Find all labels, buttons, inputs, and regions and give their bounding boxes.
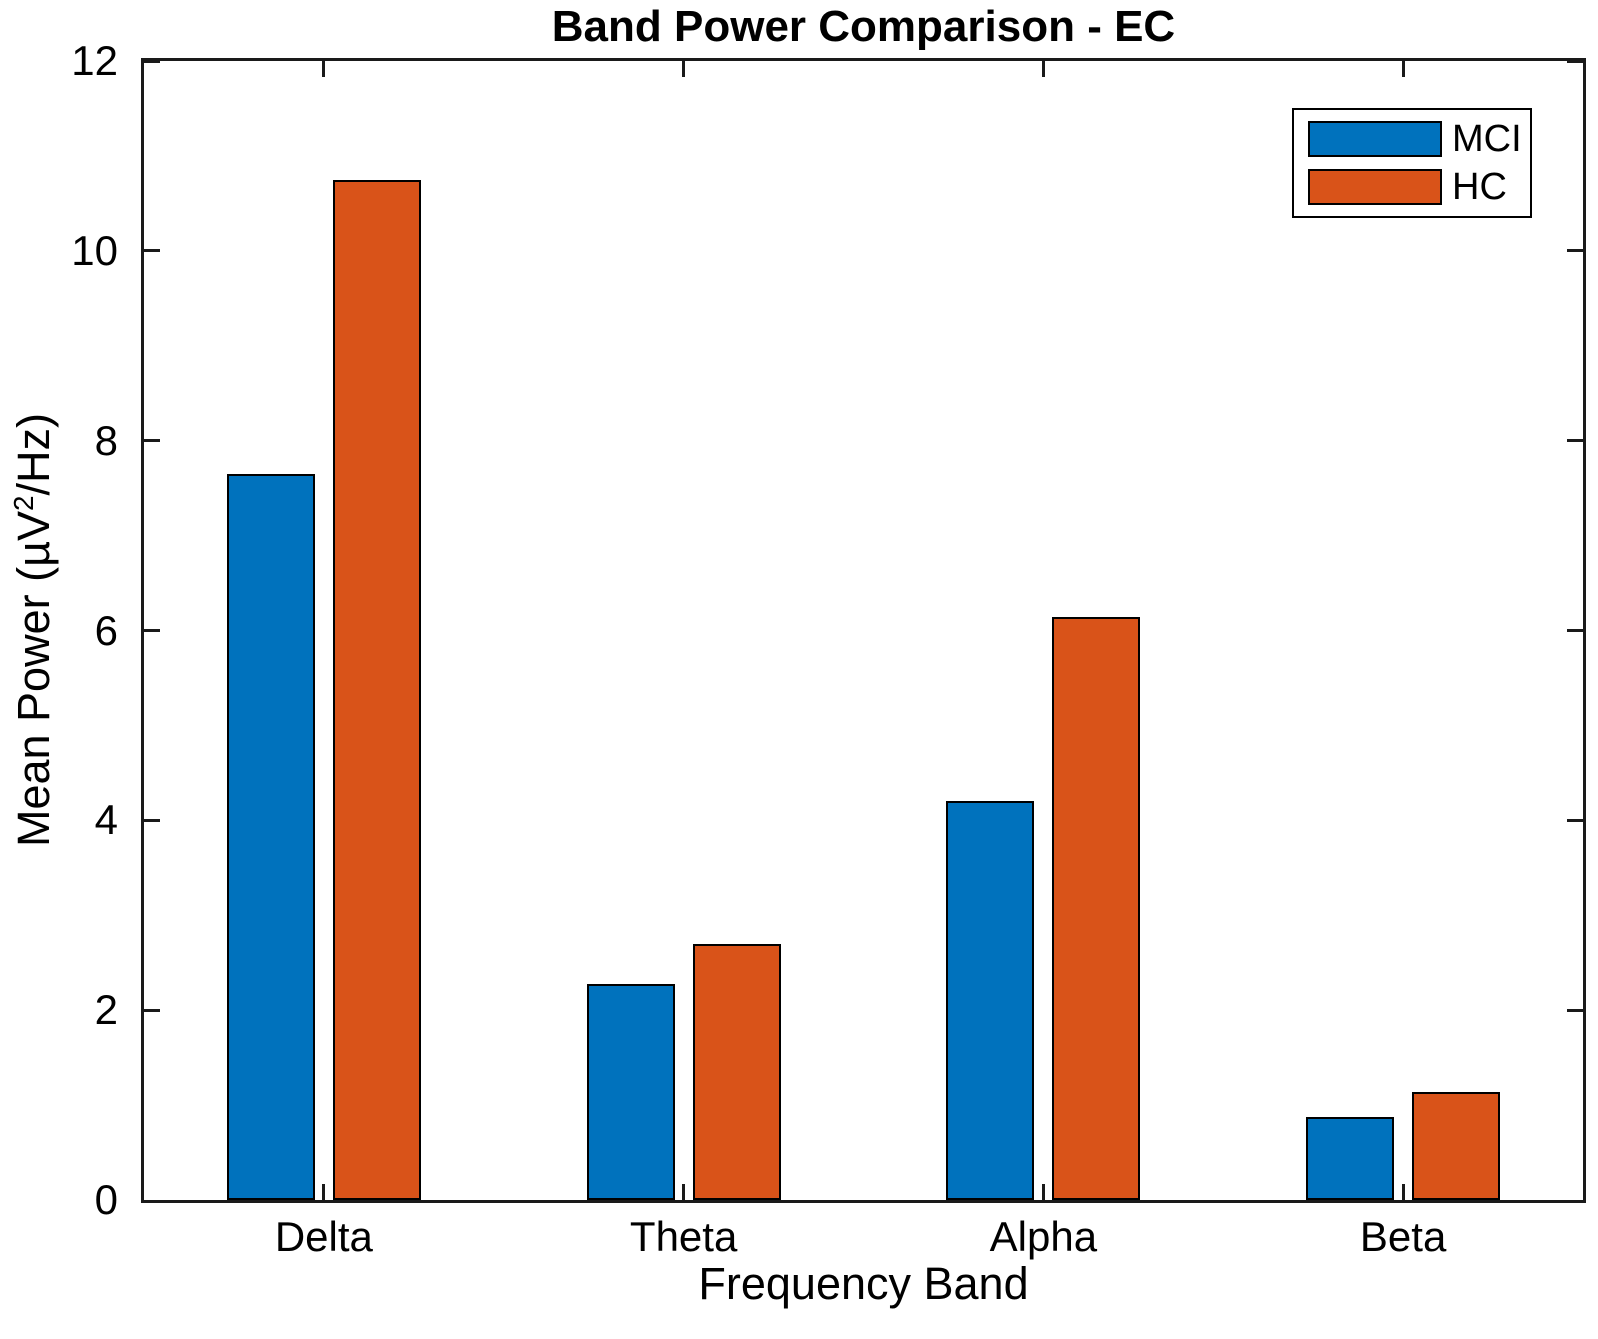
x-tick-mark: [682, 1184, 686, 1200]
y-tick-mark-right: [1567, 59, 1583, 63]
x-tick-mark-top: [682, 61, 686, 77]
y-tick-mark-right: [1567, 249, 1583, 253]
legend-label-hc: HC: [1452, 166, 1507, 208]
y-tick-mark-right: [1567, 629, 1583, 632]
y-tick-label: 10: [71, 226, 118, 274]
plot-area: [141, 58, 1586, 1203]
legend-swatch-mci: [1308, 121, 1442, 157]
x-tick-mark-top: [1041, 61, 1045, 77]
y-tick-label: 12: [71, 37, 118, 84]
bar-beta-mci: [1306, 1117, 1395, 1200]
y-tick-mark-right: [1567, 818, 1583, 822]
legend-label-mci: MCI: [1452, 118, 1522, 160]
y-tick-mark: [144, 439, 160, 443]
x-tick-label: Delta: [274, 1213, 373, 1260]
x-tick-label: Theta: [629, 1213, 738, 1260]
bar-delta-mci: [226, 473, 315, 1200]
bar-delta-hc: [332, 179, 421, 1200]
y-tick-label: 6: [94, 606, 118, 654]
bar-alpha-mci: [946, 801, 1035, 1200]
x-tick-mark: [322, 1184, 326, 1200]
legend-swatch-hc: [1308, 169, 1442, 205]
y-tick-label: 4: [94, 796, 118, 844]
x-axis-label: Frequency Band: [698, 1258, 1029, 1309]
y-tick-label: 8: [94, 416, 118, 464]
y-tick-mark: [144, 249, 160, 253]
bar-theta-hc: [692, 943, 781, 1200]
y-axis-label-prefix: Mean Power (µV: [8, 510, 59, 848]
legend-item: HC: [1308, 168, 1530, 206]
bar-beta-hc: [1412, 1091, 1501, 1200]
y-axis-label-superscript: 2: [8, 495, 39, 511]
x-tick-mark: [1401, 1184, 1405, 1200]
x-tick-mark-top: [1401, 61, 1405, 77]
y-tick-mark: [144, 629, 160, 632]
y-tick-mark-right: [1567, 1008, 1583, 1012]
y-tick-mark-right: [1567, 439, 1583, 443]
x-tick-mark-top: [322, 61, 326, 77]
y-tick-mark: [144, 818, 160, 822]
bar-theta-mci: [586, 983, 675, 1200]
x-tick-mark: [1041, 1184, 1045, 1200]
x-tick-label: Alpha: [989, 1213, 1098, 1260]
legend: MCI HC: [1292, 108, 1532, 218]
x-tick-label: Beta: [1359, 1213, 1447, 1260]
y-tick-mark: [144, 59, 160, 63]
y-tick-label: 0: [94, 1176, 118, 1223]
y-tick-label: 2: [94, 986, 118, 1034]
y-tick-mark: [144, 1008, 160, 1012]
legend-item: MCI: [1308, 120, 1530, 158]
chart-title: Band Power Comparison - EC: [551, 2, 1176, 51]
bar-alpha-hc: [1052, 617, 1141, 1200]
